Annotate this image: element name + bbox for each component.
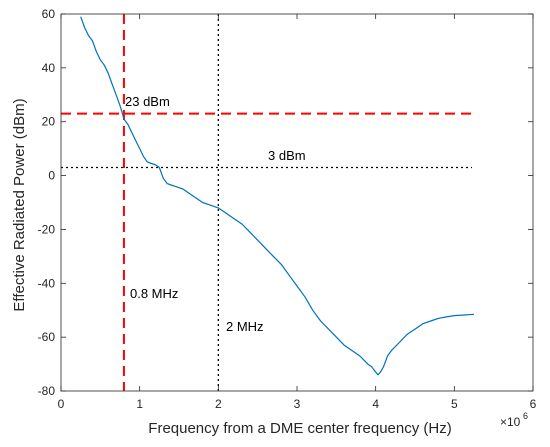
x-axis-label: Frequency from a DME center frequency (H… (148, 420, 451, 437)
x-tick-label: 6 (530, 397, 537, 411)
y-tick-label: -80 (38, 384, 56, 398)
reference-lines (61, 14, 472, 391)
x-tick-label: 2 (215, 397, 222, 411)
plot-area (61, 14, 533, 391)
reference-line-label: 2 MHz (226, 319, 264, 334)
y-axis-label: Effective Radiated Power (dBm) (11, 98, 28, 311)
y-tick-label: -40 (38, 276, 56, 290)
y-tick-label: 20 (42, 115, 56, 129)
reference-line-label: 0.8 MHz (130, 286, 178, 301)
reference-line-label: 23 dBm (125, 94, 170, 109)
y-tick-label: -20 (38, 222, 56, 236)
y-axis: -80 -60 -40 -20 0 20 40 60 (38, 7, 533, 398)
annotations: 23 dBm 3 dBm 0.8 MHz 2 MHz (125, 94, 306, 334)
x-tick-label: 3 (294, 397, 301, 411)
x-tick-label: 5 (451, 397, 458, 411)
x-axis: 0 1 2 3 4 5 6 (58, 14, 537, 411)
y-tick-label: -60 (38, 330, 56, 344)
y-tick-label: 0 (48, 169, 55, 183)
x-tick-label: 0 (58, 397, 65, 411)
reference-line-label: 3 dBm (268, 148, 306, 163)
y-tick-label: 60 (42, 7, 56, 21)
power-curve (80, 16, 475, 376)
x-multiplier-exponent: 6 (523, 411, 528, 421)
x-tick-label: 1 (136, 397, 143, 411)
x-multiplier-base: ×10 (500, 415, 521, 429)
y-tick-label: 40 (42, 61, 56, 75)
x-tick-label: 4 (372, 397, 379, 411)
